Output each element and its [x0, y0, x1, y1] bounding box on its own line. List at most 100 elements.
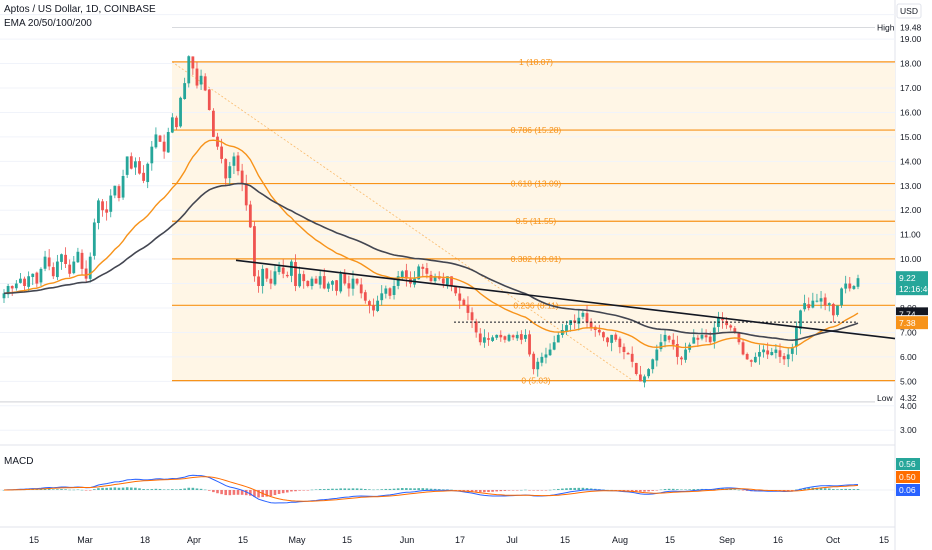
macd-histogram-bar: [60, 489, 63, 490]
candle-body: [146, 163, 150, 183]
candle-body: [651, 359, 655, 370]
macd-histogram-bar: [265, 490, 269, 497]
candle-body: [388, 288, 392, 296]
candle-body: [158, 135, 162, 142]
candle-body: [524, 334, 527, 339]
candle-body: [138, 161, 141, 174]
ema-orange-tag: 7.38: [899, 318, 916, 328]
macd-histogram-bar: [487, 490, 490, 493]
candle-body: [363, 292, 367, 301]
candle-body: [417, 266, 421, 280]
candle-body: [433, 276, 437, 282]
candle-body: [310, 278, 314, 287]
macd-histogram-bar: [417, 488, 420, 490]
candle-body: [458, 293, 462, 301]
macd-histogram-bar: [335, 488, 338, 490]
macd-histogram-bar: [474, 490, 478, 492]
candle-body: [511, 335, 515, 338]
macd-histogram-bar: [138, 488, 141, 490]
candle-body: [183, 83, 187, 99]
candle-body: [827, 303, 831, 306]
candle-body: [121, 176, 125, 198]
ema-dark-tag: 7.74: [899, 309, 916, 319]
candle-body: [142, 172, 145, 181]
macd-histogram-bar: [199, 488, 203, 490]
macd-histogram-bar: [856, 489, 860, 490]
candle-body: [404, 270, 408, 279]
macd-histogram-bar: [803, 488, 806, 490]
candle-body: [376, 300, 380, 311]
candle-body: [618, 338, 622, 348]
macd-histogram-bar: [249, 490, 252, 496]
candle-body: [302, 274, 306, 282]
price-tick-label: 14.00: [900, 156, 922, 166]
time-tick-label: 17: [455, 535, 465, 545]
macd-histogram-bar: [602, 489, 605, 491]
candle-body: [211, 110, 215, 137]
candle-body: [322, 276, 326, 289]
macd-histogram-bar: [524, 489, 527, 491]
candle-body: [162, 141, 166, 152]
macd-histogram-bar: [207, 490, 211, 491]
candle-body: [400, 271, 404, 278]
macd-histogram-bar: [224, 490, 228, 496]
candle-body: [597, 329, 601, 333]
macd-histogram-bar: [273, 490, 277, 496]
candle-body: [790, 347, 794, 354]
candle-body: [548, 349, 552, 356]
macd-histogram-bar: [93, 489, 96, 490]
time-tick-label: 15: [238, 535, 248, 545]
candle-body: [823, 297, 827, 306]
macd-histogram-bar: [158, 488, 162, 490]
candle-body: [269, 278, 273, 284]
candle-body: [745, 353, 749, 360]
candle-body: [372, 305, 375, 311]
fib-level-label: 0.236 (8.11): [513, 300, 558, 310]
candle-body: [753, 356, 757, 363]
candle-body: [729, 325, 733, 328]
macd-histogram-bar: [39, 489, 43, 490]
price-tick-label: 6.00: [900, 352, 917, 362]
time-tick-label: Jul: [506, 535, 518, 545]
candle-body: [741, 342, 745, 355]
macd-histogram-bar: [409, 488, 412, 490]
time-tick-label: 15: [29, 535, 39, 545]
macd-histogram-bar: [80, 489, 84, 491]
candle-body: [76, 251, 80, 263]
macd-histogram-bar: [651, 490, 655, 491]
candle-body: [532, 353, 536, 370]
candle-body: [573, 320, 577, 323]
macd-histogram-bar: [314, 489, 318, 490]
macd-histogram-bar: [565, 488, 568, 490]
candle-body: [39, 268, 43, 283]
macd-histogram-bar: [626, 490, 630, 491]
macd-histogram-bar: [281, 490, 285, 494]
candle-body: [27, 276, 31, 287]
candle-body: [392, 286, 396, 295]
time-tick-label: 15: [560, 535, 570, 545]
candle-body: [671, 339, 675, 345]
macd-value-tag: 0.50: [899, 472, 916, 482]
macd-histogram-bar: [216, 490, 219, 494]
macd-histogram-bar: [68, 489, 71, 491]
candle-body: [762, 349, 765, 353]
macd-histogram-bar: [741, 490, 745, 491]
candle-body: [626, 352, 630, 355]
price-tick-label: 13.00: [900, 181, 922, 191]
candle-body: [347, 283, 351, 289]
macd-histogram-bar: [478, 490, 482, 493]
candle-body: [55, 261, 59, 278]
macd-histogram-bar: [97, 488, 100, 490]
candle-body: [2, 293, 6, 299]
macd-histogram-bar: [257, 490, 260, 498]
macd-value-tag-bg: [896, 458, 920, 470]
candle-body: [253, 226, 256, 277]
macd-histogram-bar: [351, 488, 355, 490]
candle-body: [503, 336, 507, 340]
candle-body: [466, 304, 470, 313]
candle-body: [277, 266, 281, 273]
ema-orange-tag-bg: [896, 316, 928, 330]
candle-body: [220, 146, 224, 159]
